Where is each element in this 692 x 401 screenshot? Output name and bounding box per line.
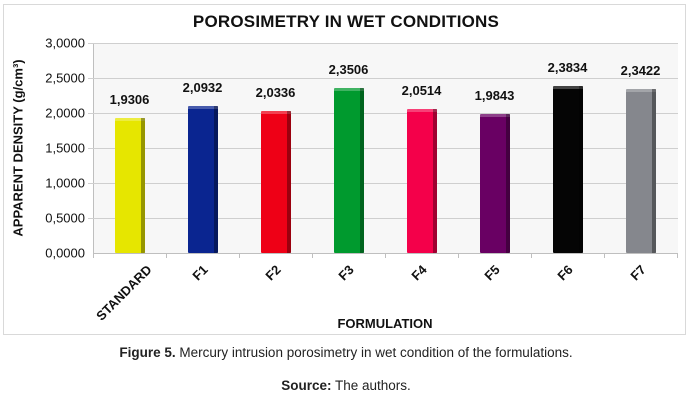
gridline xyxy=(88,218,678,219)
y-axis-title: APPARENT DENSITY (g/cm³) xyxy=(10,59,26,237)
plot-area xyxy=(88,43,678,253)
bar-f3 xyxy=(333,88,364,253)
value-label: 1,9306 xyxy=(109,91,150,107)
bar-f1 xyxy=(187,106,218,253)
y-tick-label: 1,5000 xyxy=(45,140,85,156)
x-axis-title: FORMULATION xyxy=(337,316,433,331)
y-tick-label: 2,5000 xyxy=(45,70,85,86)
gridline xyxy=(88,148,678,149)
value-label: 2,3834 xyxy=(547,60,588,76)
caption-label: Figure 5. xyxy=(119,345,176,360)
value-label: 2,3422 xyxy=(620,63,661,79)
y-tick-label: 3,0000 xyxy=(45,35,85,51)
value-label: 2,0336 xyxy=(255,84,296,100)
x-tick-mark xyxy=(677,253,678,258)
chart-title: POROSIMETRY IN WET CONDITIONS xyxy=(192,12,500,31)
gridline xyxy=(88,43,678,44)
x-tick-mark xyxy=(604,253,605,258)
y-tick-label: 0,5000 xyxy=(45,210,85,226)
gridline xyxy=(88,113,678,114)
x-tick-mark xyxy=(458,253,459,258)
gridline xyxy=(88,183,678,184)
value-label: 2,0514 xyxy=(401,83,442,99)
value-label: 2,0932 xyxy=(182,80,223,96)
value-label: 2,3506 xyxy=(328,62,369,78)
bar-f6 xyxy=(552,86,583,253)
caption-text: Mercury intrusion porosimetry in wet con… xyxy=(175,345,573,360)
bar-f5 xyxy=(479,114,510,253)
bar-f4 xyxy=(406,109,437,253)
source-label: Source: xyxy=(281,378,332,393)
bar-f2 xyxy=(260,110,291,254)
y-tick-label: 1,0000 xyxy=(45,175,85,191)
x-tick-mark xyxy=(312,253,313,258)
gridline xyxy=(88,78,678,79)
figure-source: Source: The authors. xyxy=(0,378,692,393)
figure-caption: Figure 5. Mercury intrusion porosimetry … xyxy=(0,345,692,360)
y-tick-label: 0,0000 xyxy=(45,245,85,261)
x-tick-mark xyxy=(239,253,240,258)
y-tick-label: 2,0000 xyxy=(45,105,85,121)
x-tick-mark xyxy=(385,253,386,258)
x-tick-mark xyxy=(531,253,532,258)
x-tick-mark xyxy=(166,253,167,258)
value-label: 1,9843 xyxy=(474,88,515,104)
x-tick-mark xyxy=(93,253,94,258)
bar-standard xyxy=(114,117,145,254)
bar-f7 xyxy=(625,89,656,253)
source-text: The authors. xyxy=(331,378,411,393)
